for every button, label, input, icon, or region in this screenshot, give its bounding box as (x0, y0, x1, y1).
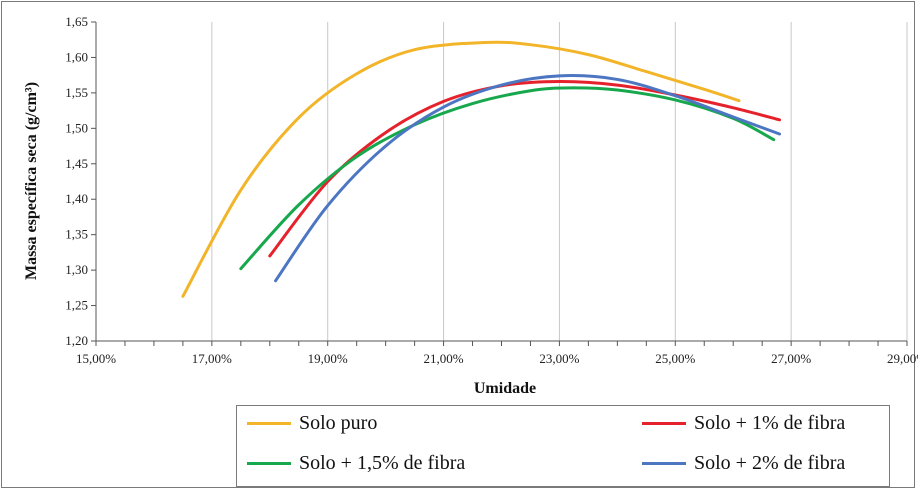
x-tick-label: 27,00% (771, 351, 811, 366)
legend-swatch-solo-puro (247, 422, 291, 425)
y-tick-label: 1,35 (65, 227, 88, 242)
y-tick-label: 1,20 (65, 333, 88, 348)
y-axis-title: Massa específica seca (g/cm³) (23, 82, 40, 280)
legend-label: Solo + 2% de fibra (694, 452, 846, 474)
grid (211, 22, 908, 341)
legend-label: Solo + 1% de fibra (694, 412, 846, 434)
legend: Solo puro Solo + 1% de fibra Solo + 1,5%… (236, 405, 890, 487)
legend-swatch-solo-2pct (642, 462, 686, 465)
x-tick-label: 15,00% (76, 351, 116, 366)
axes (91, 21, 908, 346)
y-tick-label: 1,40 (65, 191, 88, 206)
legend-item-solo-2pct: Solo + 2% de fibra (642, 452, 845, 475)
x-tick-label: 25,00% (655, 351, 695, 366)
y-tick-label: 1,55 (65, 85, 88, 100)
series-line-3 (274, 74, 782, 283)
x-tick-label: 29,00% (887, 351, 918, 366)
legend-swatch-solo-1pct (642, 422, 686, 425)
series-line-0 (181, 40, 741, 298)
legend-item-solo-puro: Solo puro (247, 412, 377, 435)
legend-swatch-solo-1-5pct (247, 462, 291, 465)
tick-labels: 1,20 1,25 1,30 1,35 1,40 1,45 1,50 1,55 1,60 1,65… (65, 14, 918, 366)
x-tick-label: 21,00% (424, 351, 464, 366)
series-line-2 (239, 86, 776, 271)
y-tick-label: 1,25 (65, 298, 88, 313)
x-tick-label: 19,00% (308, 351, 348, 366)
y-tick-label: 1,60 (65, 49, 88, 64)
x-axis-title: Umidade (474, 380, 536, 397)
legend-label: Solo puro (299, 412, 378, 434)
x-tick-label: 23,00% (539, 351, 579, 366)
y-tick-label: 1,50 (65, 120, 88, 135)
y-tick-label: 1,45 (65, 156, 88, 171)
legend-item-solo-1-5pct: Solo + 1,5% de fibra (247, 452, 465, 475)
x-tick-label: 17,00% (192, 351, 232, 366)
series-lines (181, 40, 782, 298)
y-tick-label: 1,30 (65, 262, 88, 277)
legend-label: Solo + 1,5% de fibra (299, 452, 466, 474)
y-tick-label: 1,65 (65, 14, 88, 29)
legend-item-solo-1pct: Solo + 1% de fibra (642, 412, 845, 435)
